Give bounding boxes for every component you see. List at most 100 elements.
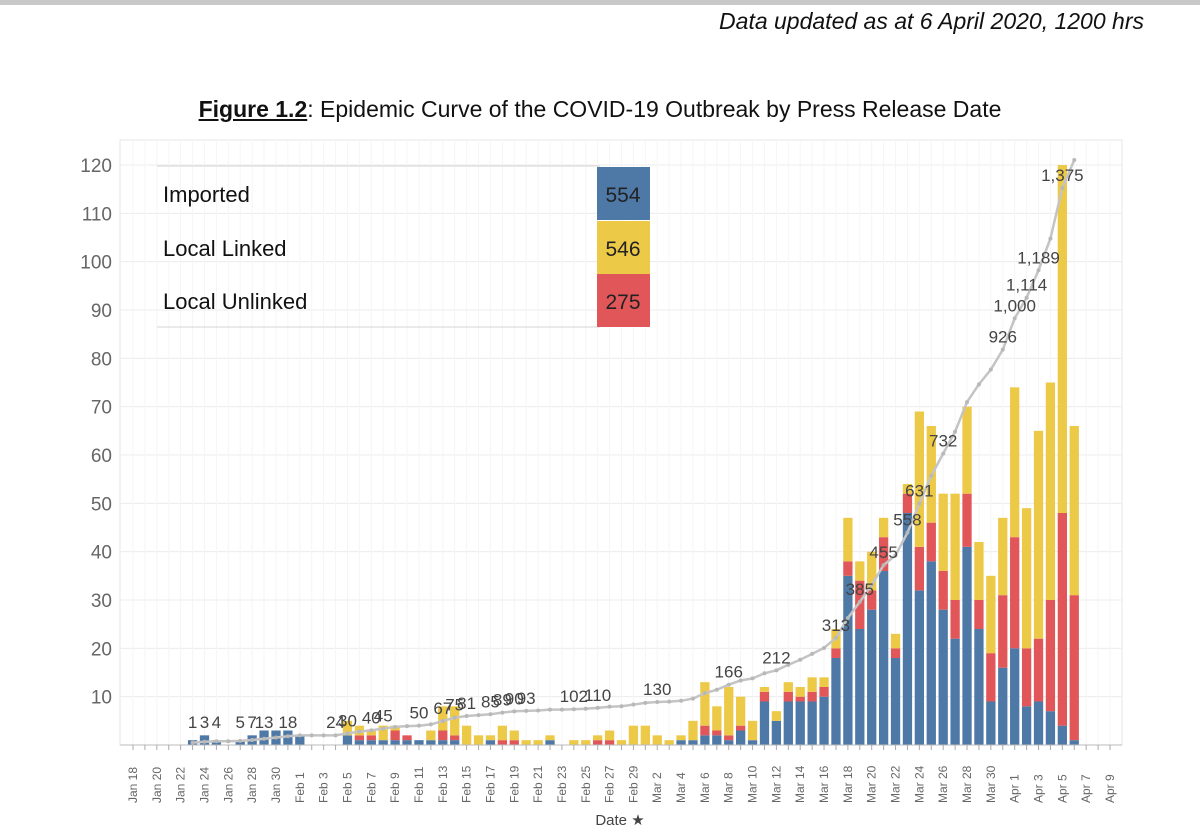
bar-local-linked xyxy=(426,730,436,741)
x-tick-label: Feb 13 xyxy=(436,765,450,803)
cumulative-point xyxy=(488,712,493,717)
cumulative-point xyxy=(571,707,576,712)
bar-local-linked xyxy=(747,720,758,741)
x-tick-label: Jan 22 xyxy=(174,767,188,803)
y-tick-label: 40 xyxy=(91,543,112,564)
bar-local-linked xyxy=(855,561,865,581)
x-tick-label: Feb 3 xyxy=(317,772,331,803)
bar-local-linked xyxy=(843,517,853,562)
bar-local-linked xyxy=(962,406,972,494)
bar-imported xyxy=(700,735,710,745)
x-tick-label: Feb 19 xyxy=(507,765,521,803)
bar-local-linked xyxy=(1045,382,1056,600)
bar-imported xyxy=(414,740,424,745)
bar-imported xyxy=(366,740,376,745)
bar-local-linked xyxy=(1021,508,1032,649)
bar-local-linked xyxy=(950,493,960,600)
cumulative-point xyxy=(643,700,648,705)
x-tick-label: Mar 24 xyxy=(912,765,926,803)
y-tick-label: 70 xyxy=(91,398,112,419)
cumulative-label: 631 xyxy=(905,481,933,500)
bar-local-linked xyxy=(986,575,996,654)
cumulative-label: 40 xyxy=(362,708,381,727)
bar-imported xyxy=(1021,706,1032,745)
cumulative-label: 7 xyxy=(247,713,256,732)
bar-imported xyxy=(485,740,496,745)
cumulative-label: 89 xyxy=(493,691,512,710)
x-tick-label: Apr 5 xyxy=(1055,774,1069,803)
bar-imported xyxy=(878,571,889,745)
cumulative-label: 313 xyxy=(822,616,850,635)
cumulative-label: 1,114 xyxy=(1006,276,1047,295)
cumulative-label: 558 xyxy=(893,511,921,530)
x-tick-label: Feb 7 xyxy=(364,772,378,803)
bar-imported xyxy=(1010,648,1020,745)
y-tick-label: 10 xyxy=(91,688,112,709)
cumulative-label: 85 xyxy=(481,692,500,711)
bar-local-unlinked xyxy=(700,725,710,736)
bar-local-linked xyxy=(1057,165,1067,513)
x-tick-label: Mar 8 xyxy=(722,772,736,803)
cumulative-point xyxy=(917,501,922,506)
cumulative-label: 18 xyxy=(278,713,297,732)
bar-local-unlinked xyxy=(1057,513,1067,726)
bar-local-linked xyxy=(521,740,531,745)
cumulative-point xyxy=(1024,295,1029,300)
cumulative-point xyxy=(893,553,898,558)
x-tick-label: Feb 23 xyxy=(555,765,569,803)
bar-imported xyxy=(426,740,436,745)
cumulative-label: 3 xyxy=(200,713,209,732)
bar-local-unlinked xyxy=(438,730,448,741)
cumulative-point xyxy=(321,733,326,738)
cumulative-point xyxy=(929,473,934,478)
cumulative-label: 5 xyxy=(235,713,244,732)
bar-imported xyxy=(926,561,936,745)
bar-imported xyxy=(545,740,555,745)
legend-total: 546 xyxy=(605,238,640,261)
cumulative-point xyxy=(273,735,278,740)
bar-local-unlinked xyxy=(783,691,793,702)
y-tick-label: 30 xyxy=(91,591,112,612)
bar-local-linked xyxy=(473,735,484,745)
cumulative-point xyxy=(548,707,553,712)
bar-local-unlinked xyxy=(366,735,376,741)
cumulative-point xyxy=(559,707,564,712)
y-tick-label: 110 xyxy=(82,204,112,225)
cumulative-point xyxy=(369,728,374,733)
cumulative-point xyxy=(762,671,767,676)
legend-total: 275 xyxy=(605,291,640,314)
bar-imported xyxy=(986,701,996,745)
bar-local-linked xyxy=(378,725,388,741)
cumulative-point xyxy=(750,676,755,681)
bar-imported xyxy=(676,740,686,745)
bar-imported xyxy=(688,740,698,745)
bar-imported xyxy=(974,629,984,745)
bar-imported xyxy=(378,740,388,745)
bar-imported xyxy=(902,513,913,745)
bar-local-linked xyxy=(581,740,591,745)
cumulative-label: 24 xyxy=(326,713,345,732)
cumulative-point xyxy=(726,682,731,687)
x-tick-label: Mar 14 xyxy=(793,765,807,803)
bar-imported xyxy=(914,590,925,745)
bar-local-unlinked xyxy=(807,691,817,702)
bar-local-unlinked xyxy=(724,735,734,741)
y-tick-label: 80 xyxy=(91,349,112,370)
cumulative-point xyxy=(798,657,803,662)
bar-local-unlinked xyxy=(902,493,913,513)
cumulative-point xyxy=(1072,158,1077,162)
bar-local-unlinked xyxy=(1045,600,1056,712)
cumulative-label: 110 xyxy=(584,686,611,705)
bar-local-unlinked xyxy=(450,735,460,741)
x-tick-label: Mar 12 xyxy=(769,765,783,803)
bar-local-linked xyxy=(342,720,353,736)
cumulative-label: 30 xyxy=(338,711,357,730)
bar-imported xyxy=(747,740,758,745)
bar-local-unlinked xyxy=(593,740,603,745)
bar-local-unlinked xyxy=(1069,595,1079,741)
bar-local-linked xyxy=(795,687,805,697)
x-tick-label: Mar 30 xyxy=(984,765,998,803)
x-tick-label: Apr 1 xyxy=(1008,774,1022,803)
bar-local-unlinked xyxy=(604,740,615,745)
cumulative-point xyxy=(738,678,743,683)
